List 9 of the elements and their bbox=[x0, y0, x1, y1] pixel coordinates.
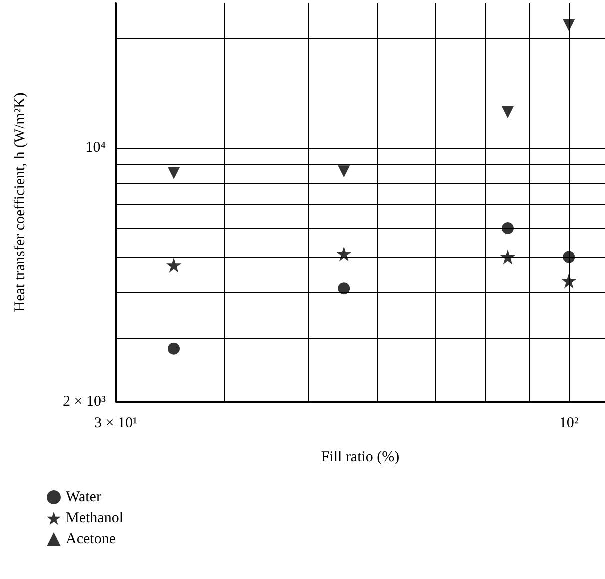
y-tick-label: 10⁴ bbox=[86, 140, 106, 156]
x-tick-label: 3 × 10¹ bbox=[94, 416, 138, 432]
legend-label: Water bbox=[66, 490, 102, 506]
legend-label: Acetone bbox=[66, 532, 116, 548]
x-axis-title: Fill ratio (%) bbox=[321, 450, 400, 466]
y-axis-title: Heat transfer coefficient, h (W/m²K) bbox=[12, 92, 28, 312]
x-tick-label: 10² bbox=[559, 416, 580, 432]
y-tick-label: 2 × 10³ bbox=[63, 394, 106, 410]
legend-label: Methanol bbox=[66, 510, 124, 526]
